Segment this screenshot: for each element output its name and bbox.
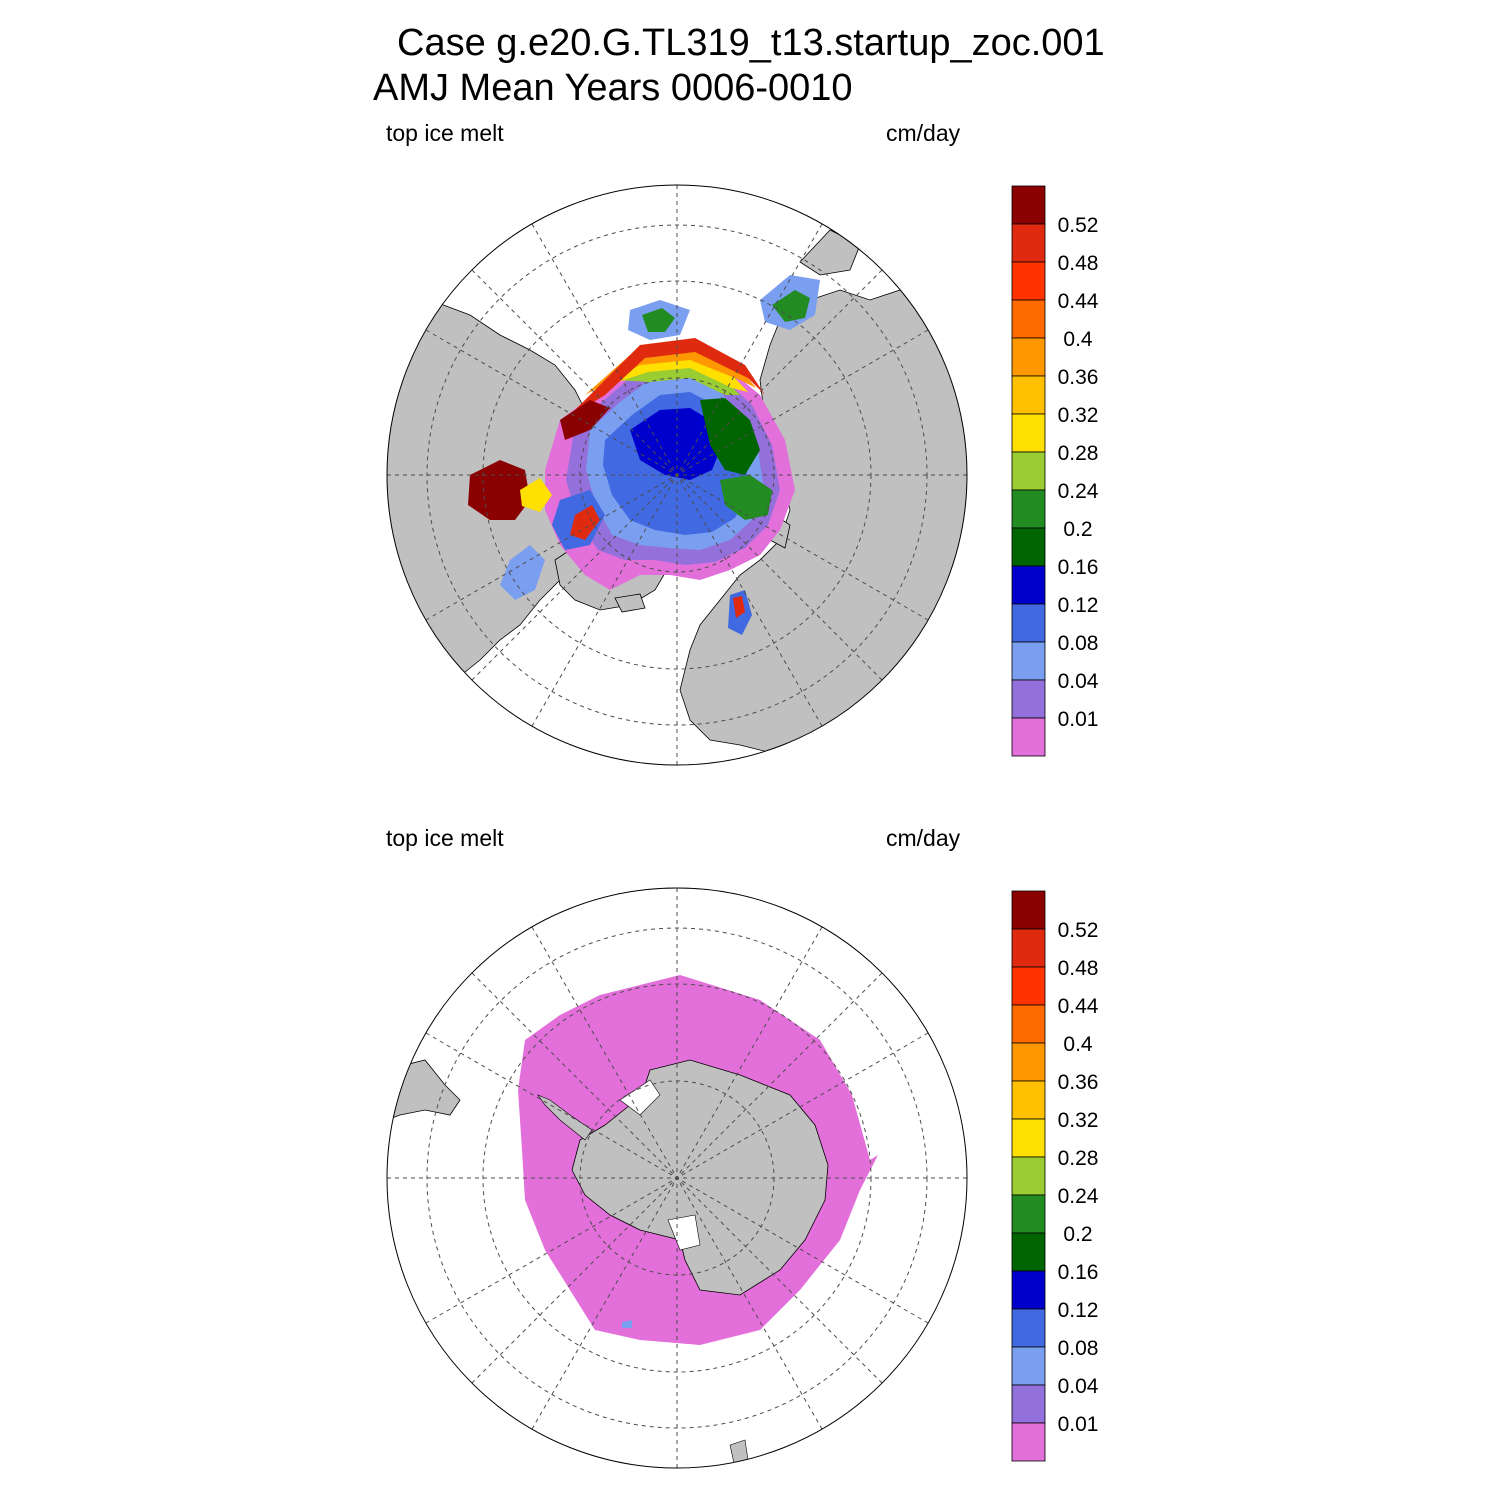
south-colorbar: 0.52 0.48 0.44 0.4 0.36 0.32 0.28 0.24 0.2 0.16 0.… [1011,890,1099,1462]
colorbar-swatch [1011,261,1046,301]
colorbar-swatch [1011,603,1046,643]
colorbar-swatch [1011,1118,1046,1158]
colorbar-swatch [1011,1194,1046,1234]
colorbar-tick-label: 0.01 [1058,1413,1099,1436]
colorbar-tick-label: 0.28 [1058,442,1099,465]
north-ice-field [468,275,820,635]
south-variable-label: top ice melt [386,825,504,851]
colorbar-swatch [1011,489,1046,529]
main-title: Case g.e20.G.TL319_t13.startup_zoc.001 [397,22,1105,64]
colorbar-tick-label: 0.44 [1058,290,1099,313]
colorbar-tick-label: 0.04 [1058,670,1099,693]
colorbar-swatch [1011,966,1046,1006]
new-zealand [729,1439,749,1468]
colorbar-swatch [1011,1232,1046,1272]
colorbar-swatch [1011,185,1046,225]
colorbar-swatch [1011,1080,1046,1120]
colorbar-tick-label: 0.24 [1058,1185,1099,1208]
subtitle: AMJ Mean Years 0006-0010 [373,67,853,109]
south-graticule [387,888,967,1468]
colorbar-tick-label: 0.44 [1058,995,1099,1018]
north-units-label: cm/day [886,120,961,146]
colorbar-swatch [1011,223,1046,263]
colorbar-tick-label: 0.36 [1058,366,1099,389]
okhotsk-green [772,290,810,322]
ice-level-5 [700,398,760,475]
colorbar-swatch [1011,451,1046,491]
colorbar-tick-label: 0.08 [1058,632,1099,655]
colorbar-tick-label: 0.24 [1058,480,1099,503]
colorbar-tick-label: 0.12 [1058,1299,1099,1322]
colorbar-swatch [1011,1156,1046,1196]
colorbar-tick-label: 0.32 [1058,404,1099,427]
south-map-border [386,887,968,1469]
colorbar-swatch [1011,717,1046,757]
colorbar-tick-label: 0.28 [1058,1147,1099,1170]
colorbar-tick-label: 0.48 [1058,252,1099,275]
weddell-shelf [619,1079,661,1116]
hudson-bay-yellow [520,478,552,512]
colorbar-swatch [1011,375,1046,415]
colorbar-swatch [1011,679,1046,719]
ice-level-6 [720,475,772,520]
north-colorbar: 0.52 0.48 0.44 0.4 0.36 0.32 0.28 0.24 0.2 0.16 0.… [1011,185,1099,757]
colorbar-swatch [1011,641,1046,681]
colorbar-tick-label: 0.12 [1058,594,1099,617]
colorbar-tick-label: 0.48 [1058,957,1099,980]
colorbar-tick-label: 0.52 [1058,919,1099,942]
colorbar-swatch [1011,413,1046,453]
colorbar-swatch [1011,1346,1046,1386]
colorbar-swatch [1011,1004,1046,1044]
north-graticule [387,185,967,765]
colorbar-swatch [1011,565,1046,605]
ice-spot [622,1320,632,1328]
ross-shelf [667,1214,701,1251]
colorbar-swatch [1011,527,1046,567]
south-units-label: cm/day [886,825,961,851]
colorbar-tick-label: 0.36 [1058,1071,1099,1094]
colorbar-swatch [1011,890,1046,930]
barents-red [733,596,745,618]
colorbar-tick-label: 0.08 [1058,1337,1099,1360]
colorbar-tick-label: 0.2 [1063,518,1092,541]
ice-level-13 [565,338,765,420]
colorbar-tick-label: 0.16 [1058,1261,1099,1284]
north-variable-label: top ice melt [386,120,504,146]
south-polar-map [386,887,968,1469]
north-map-border [386,184,968,766]
colorbar-tick-label: 0.52 [1058,214,1099,237]
labrador-ice [500,545,545,600]
colorbar-swatch [1011,1422,1046,1462]
colorbar-tick-label: 0.4 [1063,1033,1093,1056]
bering-green [642,308,675,332]
colorbar-tick-label: 0.16 [1058,556,1099,579]
colorbar-swatch [1011,299,1046,339]
colorbar-swatch [1011,1270,1046,1310]
colorbar-tick-label: 0.32 [1058,1109,1099,1132]
colorbar-tick-label: 0.4 [1063,328,1093,351]
colorbar-swatch [1011,928,1046,968]
colorbar-swatch [1011,1042,1046,1082]
antarctic-peninsula [537,1094,593,1141]
colorbar-swatch [1011,337,1046,377]
colorbar-tick-label: 0.2 [1063,1223,1092,1246]
north-polar-map [386,184,968,766]
baffin-red [570,505,600,540]
colorbar-tick-label: 0.04 [1058,1375,1099,1398]
ice-level-14b [560,400,610,440]
colorbar-tick-label: 0.01 [1058,708,1099,731]
colorbar-swatch [1011,1308,1046,1348]
colorbar-swatch [1011,1384,1046,1424]
